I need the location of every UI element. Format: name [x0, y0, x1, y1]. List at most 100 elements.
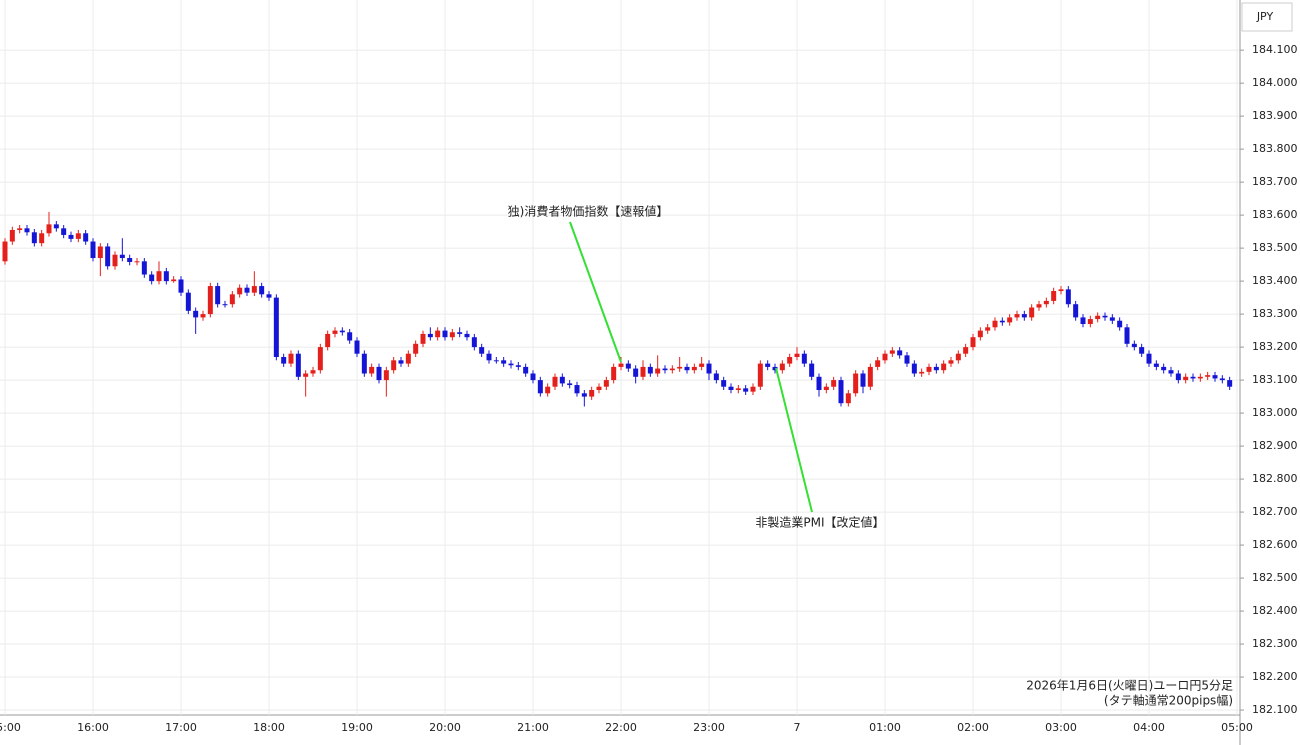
candle-body [867, 366, 873, 387]
candle-body [420, 333, 426, 344]
x-tick-label: 15:00 [0, 721, 21, 734]
candle-body [134, 261, 140, 263]
candle-body [567, 383, 573, 386]
candle-body [860, 373, 866, 387]
candle-body [574, 385, 580, 394]
candle-body [442, 330, 448, 338]
candle-body [618, 363, 624, 367]
candle-body [1146, 353, 1152, 364]
candle-body [713, 373, 719, 381]
footnote: 2026年1月6日(火曜日)ユーロ円5分足 [1026, 679, 1233, 693]
candle-body [735, 388, 741, 390]
candle-body [479, 347, 485, 354]
candle-body [1095, 315, 1101, 320]
candle-body [1197, 376, 1203, 379]
y-tick-label: 183.700 [1252, 175, 1298, 188]
candle-body [706, 363, 712, 374]
candle-body [1227, 380, 1233, 387]
x-tick-label: 18:00 [253, 721, 285, 734]
candle-body [787, 357, 793, 364]
candle-body [999, 320, 1005, 323]
candle-body [97, 246, 103, 259]
candle-body [1102, 315, 1108, 318]
candle-body [757, 363, 763, 387]
candle-body [1058, 289, 1064, 292]
candle-body [933, 366, 939, 371]
candle-body [2, 241, 8, 262]
candle-body [229, 294, 235, 305]
y-tick-label: 182.200 [1252, 670, 1298, 683]
candle-body [1212, 375, 1218, 379]
candle-body [1051, 291, 1057, 301]
candle-body [992, 320, 998, 328]
y-tick-label: 183.900 [1252, 109, 1298, 122]
candle-body [1190, 376, 1196, 379]
candle-body [61, 228, 67, 235]
candle-body [1124, 327, 1130, 344]
candle-body [1087, 319, 1093, 325]
candle-body [185, 292, 191, 311]
candle-body [200, 314, 206, 318]
candle-body [1065, 289, 1071, 305]
candle-body [46, 224, 52, 234]
x-tick-label: 03:00 [1045, 721, 1077, 734]
annotation: 独)消費者物価指数【速報値】 [508, 204, 669, 219]
candle-body [655, 368, 661, 374]
candle-body [1161, 366, 1167, 371]
x-tick-label: 16:00 [77, 721, 109, 734]
candle-body [948, 360, 954, 364]
candle-body [310, 370, 316, 374]
candle-body [1014, 314, 1020, 318]
candle-body [699, 363, 705, 367]
candle-body [875, 360, 881, 367]
candle-body [816, 376, 822, 390]
candle-body [31, 232, 37, 244]
candle-body [464, 333, 470, 338]
candle-body [237, 287, 243, 295]
candle-body [1139, 347, 1145, 354]
x-tick-label: 02:00 [957, 721, 989, 734]
candle-body [486, 353, 492, 361]
candle-body [801, 353, 807, 364]
y-tick-label: 183.400 [1252, 274, 1298, 287]
x-tick-label: 22:00 [605, 721, 637, 734]
y-tick-label: 183.500 [1252, 241, 1298, 254]
candle-body [625, 363, 631, 369]
candle-body [9, 229, 15, 242]
candle-body [361, 353, 367, 374]
y-tick-label: 183.100 [1252, 373, 1298, 386]
candle-body [149, 274, 155, 282]
candle-body [303, 373, 309, 377]
candle-body [1043, 300, 1049, 305]
candle-body [977, 330, 983, 338]
y-tick-label: 182.800 [1252, 472, 1298, 485]
candle-body [1029, 307, 1035, 318]
x-tick-label: 04:00 [1133, 721, 1165, 734]
candle-body [794, 353, 800, 358]
candle-body [970, 337, 976, 348]
candle-body [721, 380, 727, 387]
candle-body [457, 332, 463, 334]
y-tick-label: 182.600 [1252, 538, 1298, 551]
candle-body [1036, 304, 1042, 308]
candle-body [354, 340, 360, 354]
x-tick-label: 01:00 [869, 721, 901, 734]
candle-body [493, 360, 499, 362]
candle-body [823, 386, 829, 390]
candle-body [581, 393, 587, 397]
candle-body [449, 332, 455, 338]
candle-body [83, 233, 89, 242]
candle-body [1153, 363, 1159, 367]
candle-body [1007, 317, 1013, 323]
candle-body [53, 224, 59, 229]
candle-body [1073, 304, 1079, 318]
candle-body [647, 366, 653, 374]
candle-body [90, 241, 96, 259]
candle-body [552, 376, 558, 387]
candle-body [317, 347, 323, 371]
footnote: (タテ軸通常200pips幅) [1104, 693, 1233, 708]
candle-body [889, 350, 895, 354]
y-tick-label: 182.700 [1252, 505, 1298, 518]
candle-body [1219, 378, 1225, 381]
x-tick-label: 20:00 [429, 721, 461, 734]
